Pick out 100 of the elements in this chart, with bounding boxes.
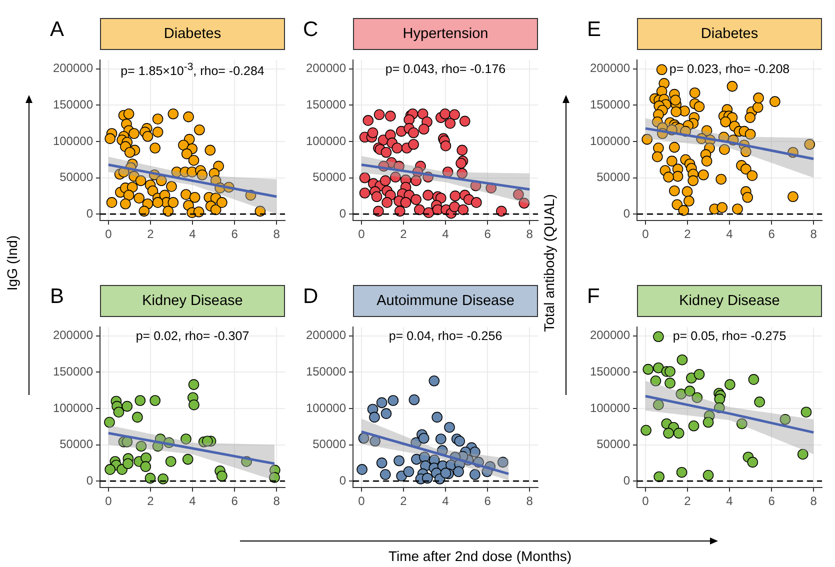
y-tick-label: 50000 — [312, 437, 346, 452]
chart-subtitle: p= 0.02, rho= -0.307 — [134, 329, 250, 343]
x-tick-label: 8 — [273, 227, 280, 242]
point — [440, 468, 452, 478]
x-tick-label: 2 — [147, 227, 154, 242]
y-tick-label: 150000 — [52, 364, 94, 379]
point — [188, 379, 200, 390]
x-tick-label: 2 — [400, 494, 408, 508]
y-tick-label: 100000 — [590, 134, 630, 148]
point — [376, 397, 388, 408]
point — [418, 432, 430, 444]
y-tick-label: 100000 — [52, 134, 94, 148]
point — [640, 424, 652, 436]
point — [453, 466, 464, 478]
point — [136, 440, 147, 452]
y-tick-label: 100000 — [52, 400, 94, 415]
point — [144, 472, 156, 484]
point — [403, 466, 414, 478]
point — [380, 469, 391, 480]
point — [663, 428, 674, 439]
point — [654, 471, 664, 482]
point — [150, 395, 160, 406]
y-tick-label: 150000 — [590, 98, 630, 112]
point — [419, 452, 430, 463]
y-tick-label: 0 — [623, 473, 630, 488]
x-tick-label: 4 — [726, 227, 734, 242]
x-tick-label: 0 — [105, 227, 112, 242]
y-tick-label: 200000 — [52, 61, 94, 76]
point — [747, 456, 758, 468]
point — [432, 412, 442, 423]
point — [122, 400, 133, 412]
point — [370, 436, 380, 447]
x-tick-label: 4 — [189, 227, 196, 242]
y-tick-label: 0 — [623, 206, 630, 220]
y-tick-label: 100000 — [306, 400, 346, 415]
x-tick-label: 6 — [484, 227, 492, 242]
point — [694, 368, 705, 380]
point — [702, 416, 714, 428]
y-tick-label: 200000 — [590, 328, 630, 342]
x-tick-label: 6 — [231, 494, 238, 508]
point — [724, 379, 736, 390]
chart-subtitle: p= 0.043, rho= -0.176 — [384, 62, 507, 76]
x-tick-label: 0 — [105, 494, 112, 508]
point — [454, 436, 465, 447]
point — [369, 412, 380, 423]
point — [797, 448, 808, 460]
point — [122, 458, 134, 470]
chart-subtitle: p= 0.04, rho= -0.256 — [388, 329, 504, 343]
point — [358, 432, 370, 444]
chart-title: Diabetes — [100, 18, 285, 50]
point — [497, 456, 508, 468]
point — [394, 455, 404, 466]
point — [388, 395, 399, 406]
x-tick-label: 8 — [810, 227, 818, 242]
y-tick-label: 150000 — [306, 364, 346, 379]
x-tick-label: 8 — [810, 494, 818, 508]
point — [664, 378, 676, 388]
point — [165, 456, 176, 467]
x-tick-label: 8 — [526, 227, 534, 242]
point — [748, 374, 760, 385]
point — [422, 472, 433, 484]
point — [664, 366, 676, 377]
y-tick-label: 0 — [339, 206, 346, 220]
point — [653, 399, 664, 410]
chart-title: Kidney Disease — [100, 285, 285, 317]
y-tick-label: 150000 — [306, 98, 346, 112]
y-tick-label: 50000 — [596, 170, 630, 184]
y-tick-label: 200000 — [52, 328, 94, 342]
x-tick-label: 4 — [442, 227, 450, 242]
point — [676, 466, 688, 478]
y-tick-label: 50000 — [60, 437, 94, 452]
y-tick-label: 50000 — [596, 437, 630, 452]
y-axis-title: IgG (Ind) — [4, 234, 20, 293]
x-tick-label: 2 — [147, 494, 154, 508]
y-tick-label: 0 — [86, 473, 94, 488]
point — [188, 399, 200, 410]
point — [684, 386, 696, 396]
point — [435, 434, 446, 444]
point — [650, 376, 662, 386]
x-axis-title: Time after 2nd dose (Months) — [387, 548, 573, 564]
point — [642, 364, 654, 375]
point — [686, 372, 697, 384]
point — [780, 414, 791, 425]
x-tick-label: 8 — [273, 494, 280, 508]
point — [180, 434, 192, 444]
y-tick-label: 200000 — [306, 328, 346, 342]
chart-subtitle: p= 0.023, rho= -0.208 — [668, 62, 791, 76]
y-tick-label: 50000 — [60, 170, 94, 184]
point — [428, 376, 440, 386]
point — [202, 436, 213, 447]
point — [376, 458, 388, 468]
x-tick-label: 6 — [768, 227, 776, 242]
point — [676, 388, 687, 400]
point — [653, 331, 664, 342]
point — [122, 436, 133, 448]
chart-title: Diabetes — [637, 18, 822, 50]
x-tick-label: 0 — [358, 227, 366, 242]
point — [714, 394, 726, 404]
chart-subtitle: p= 1.85×10$^{-3}$, rho= -0.284 — [120, 62, 266, 78]
chart-title: Hypertension — [353, 18, 538, 50]
